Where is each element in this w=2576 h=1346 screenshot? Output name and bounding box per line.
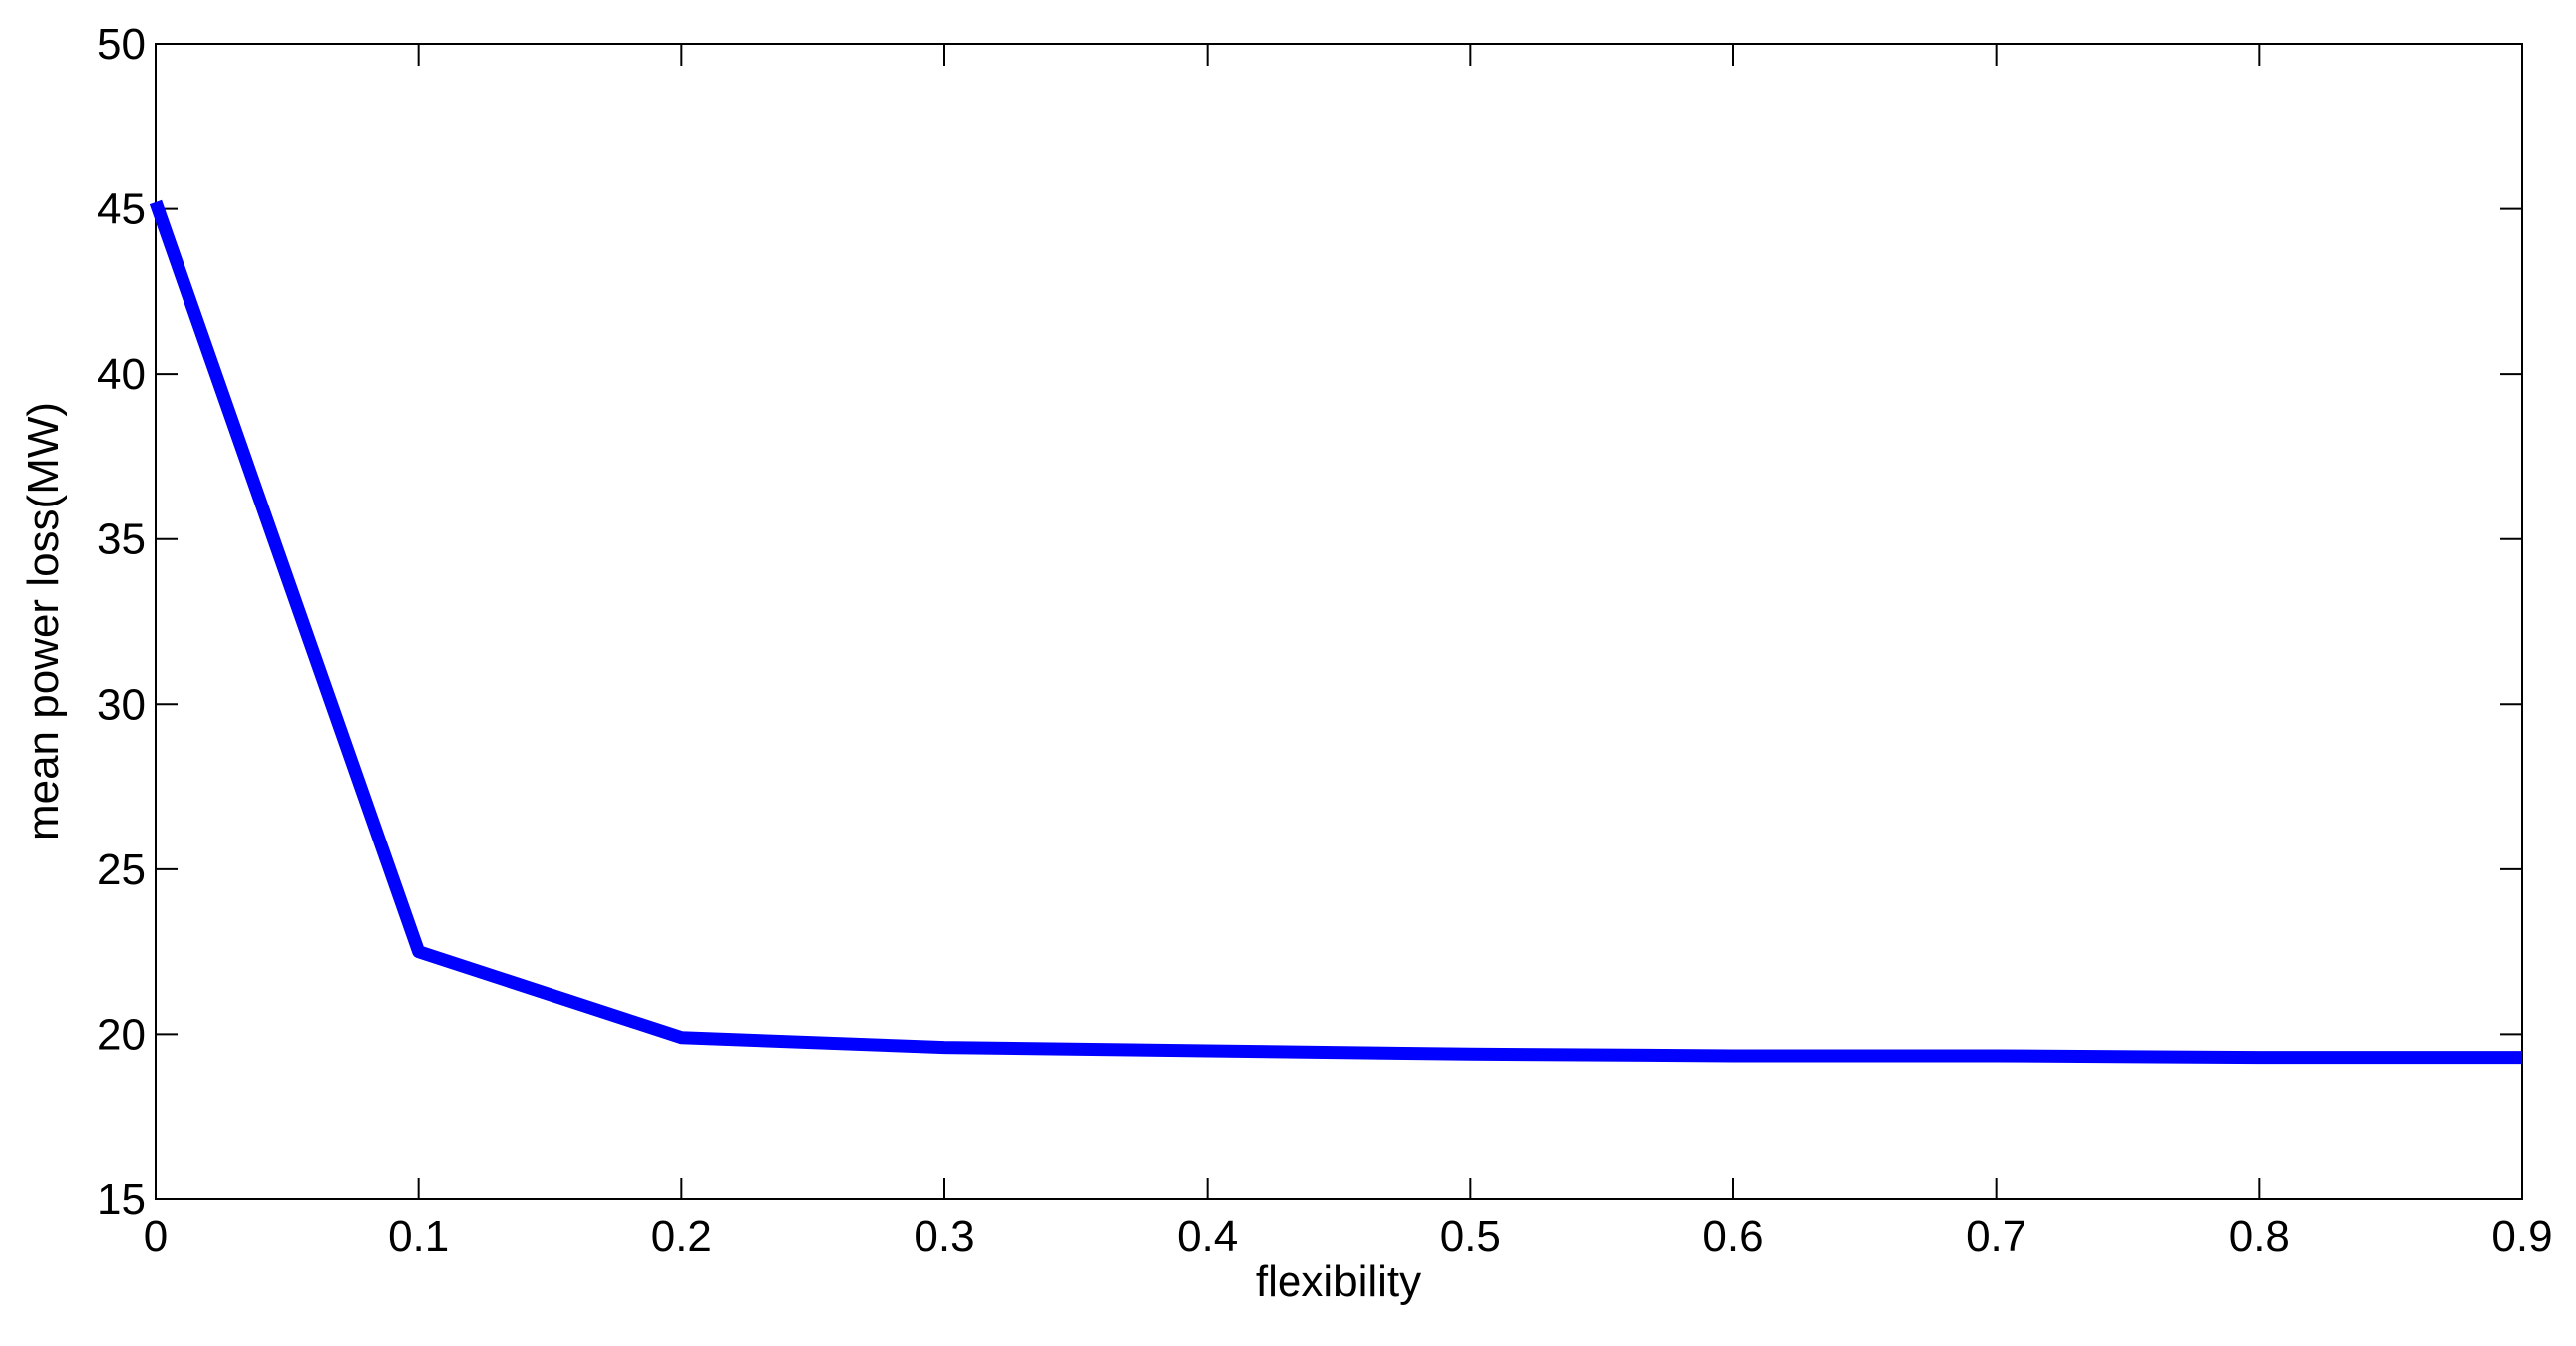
y-tick-label: 25 [97, 845, 146, 894]
y-tick-label: 45 [97, 185, 146, 234]
x-tick-label: 0.8 [2229, 1212, 2290, 1261]
y-tick-label: 35 [97, 515, 146, 564]
x-tick-label: 0.2 [651, 1212, 712, 1261]
y-tick-label: 20 [97, 1010, 146, 1059]
plot-frame [155, 43, 2523, 1200]
x-tick-label: 0.5 [1440, 1212, 1501, 1261]
line-series [149, 199, 2522, 1065]
x-tick-label: 0.4 [1177, 1212, 1238, 1261]
x-tick-label: 0.3 [914, 1212, 974, 1261]
y-tick-label: 30 [97, 680, 146, 729]
y-tick-label: 40 [97, 350, 146, 399]
x-tick-label: 0.9 [2491, 1212, 2552, 1261]
y-axis-label: mean power loss(MW) [19, 402, 68, 841]
x-tick-label: 0.6 [1702, 1212, 1763, 1261]
x-tick-label: 0.7 [1966, 1212, 2026, 1261]
x-tick-label: 0.1 [388, 1212, 449, 1261]
y-tick-label: 15 [97, 1176, 146, 1224]
x-tick-label: 0 [144, 1212, 168, 1261]
x-axis-label: flexibility [1256, 1257, 1421, 1306]
y-tick-label: 50 [97, 20, 146, 69]
